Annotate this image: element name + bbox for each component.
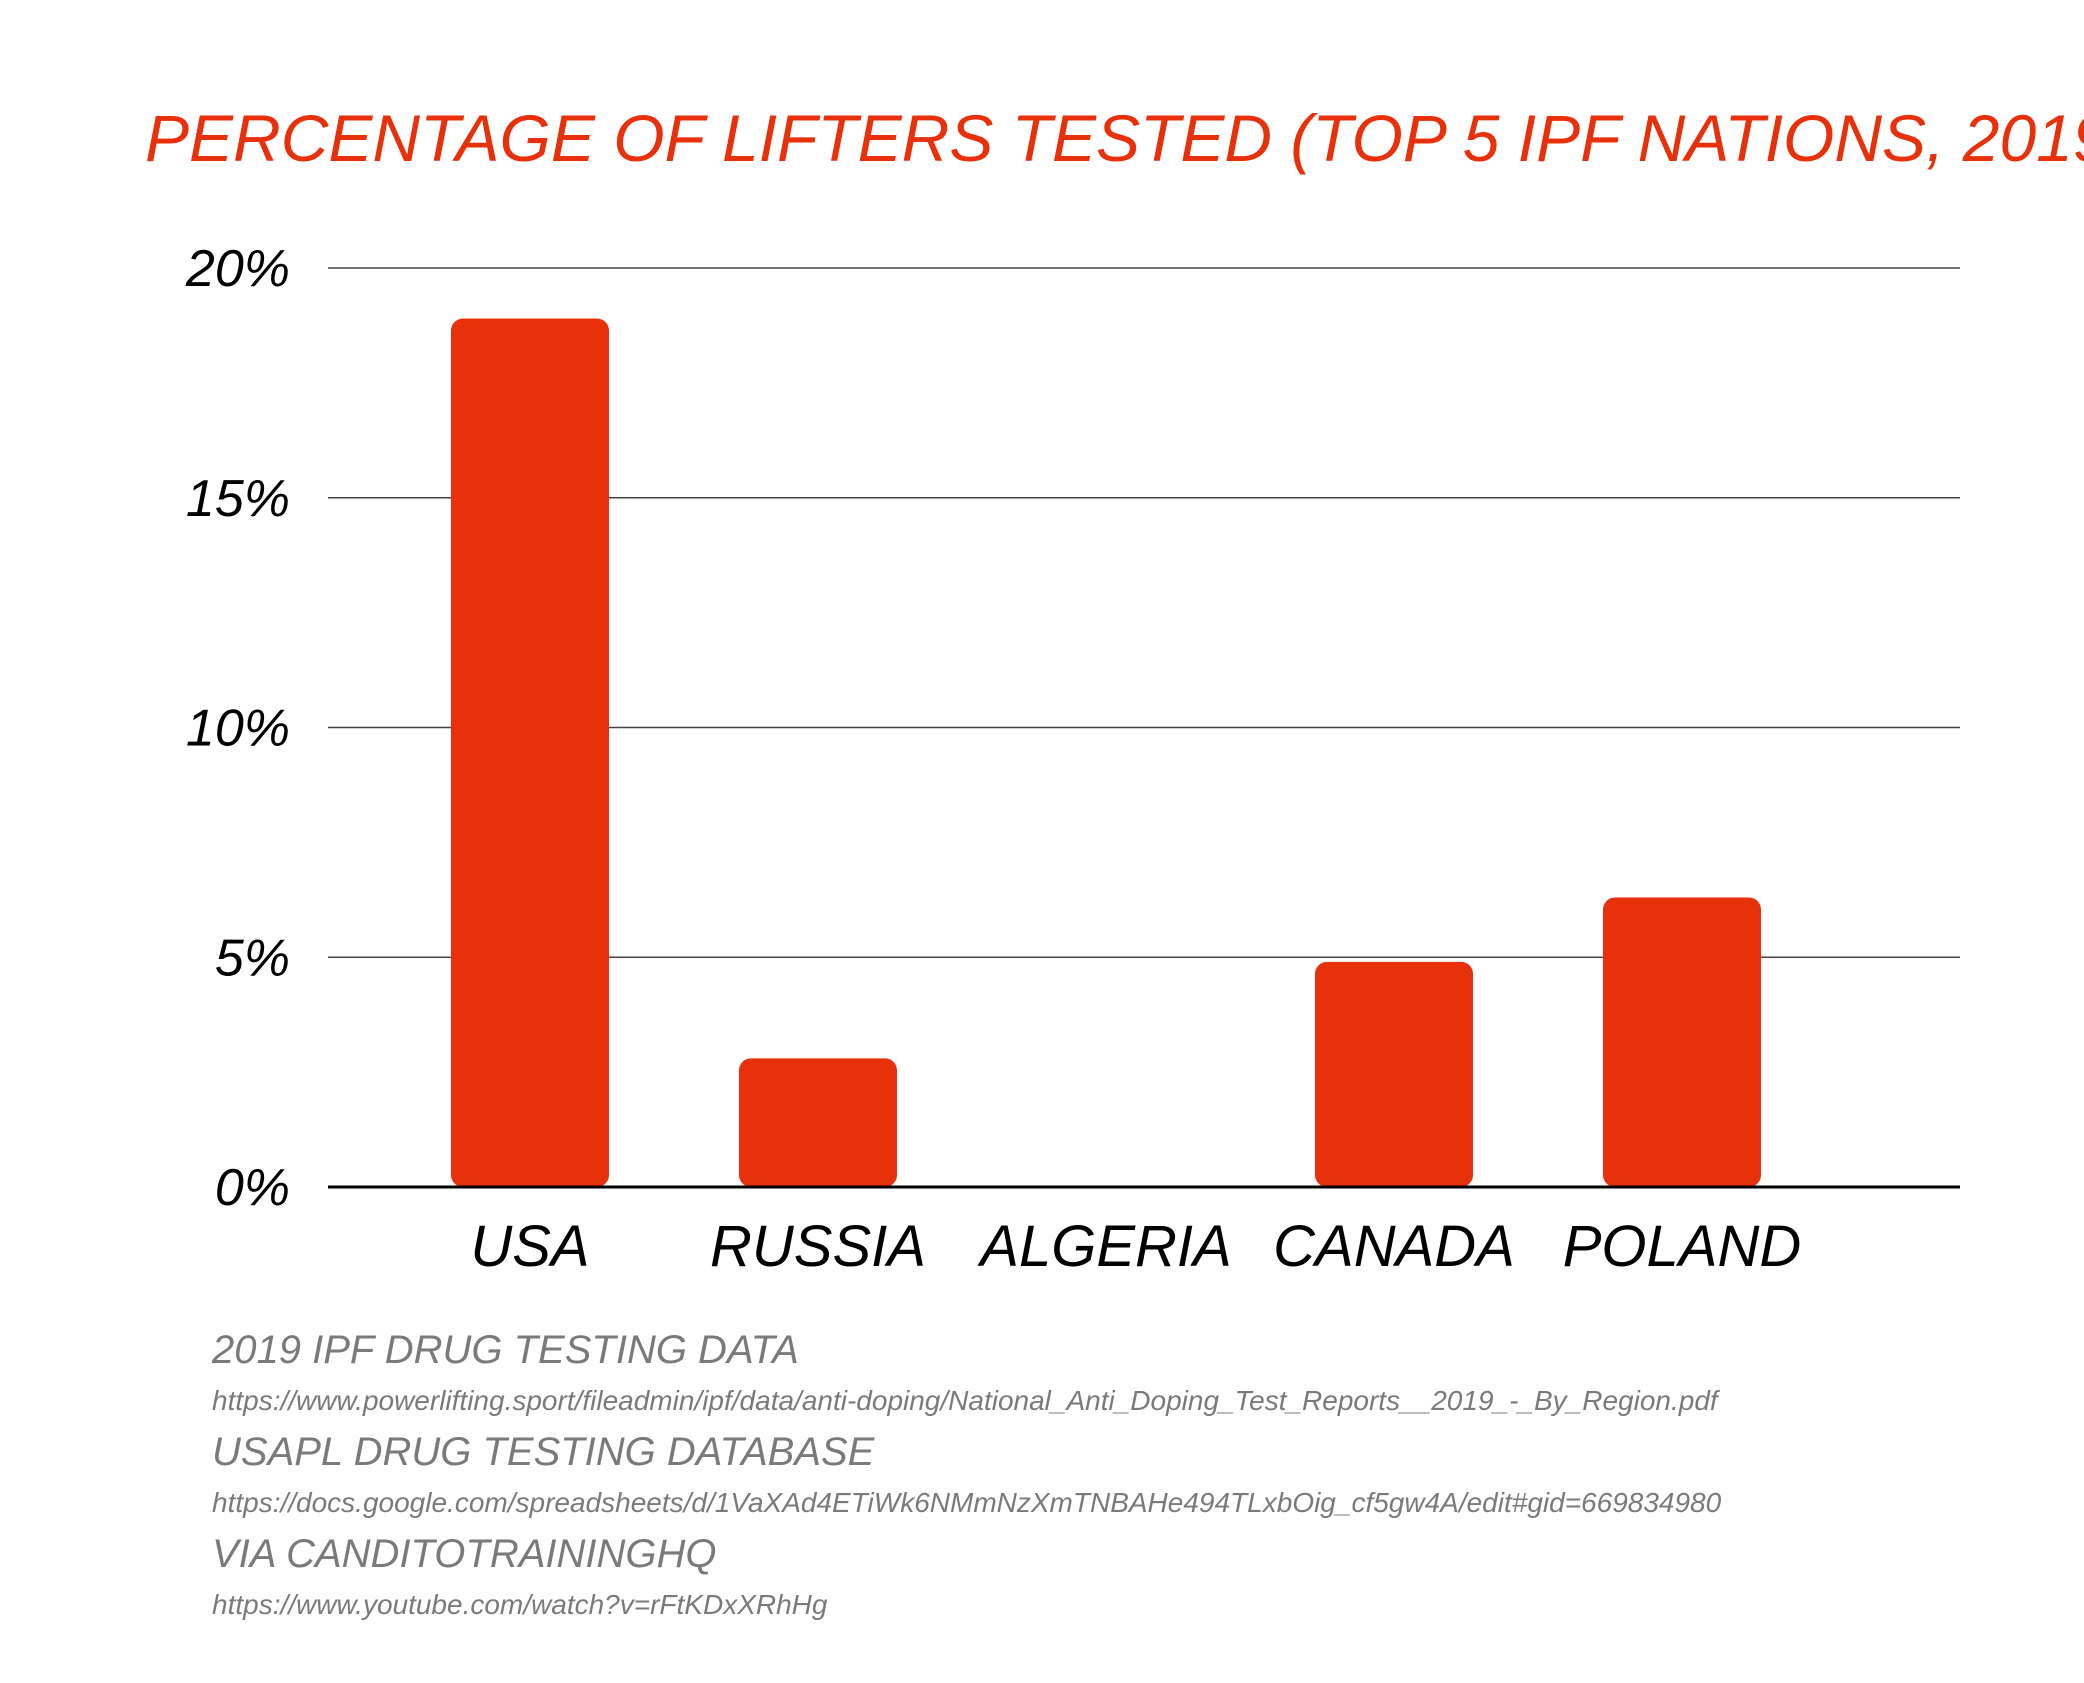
x-tick-label: POLAND xyxy=(1563,1214,1802,1279)
chart-title: PERCENTAGE OF LIFTERS TESTED (TOP 5 IPF … xyxy=(145,101,2084,175)
source-url[interactable]: https://docs.google.com/spreadsheets/d/1… xyxy=(212,1487,1722,1518)
bar xyxy=(1315,961,1473,1187)
source-url[interactable]: https://www.youtube.com/watch?v=rFtKDxXR… xyxy=(212,1589,828,1620)
bar xyxy=(739,1058,897,1187)
y-tick-label: 20% xyxy=(185,240,290,298)
axes: 0% 5% 10% 15% 20% USA RUSSIA ALGERIA CANADA POLAN… xyxy=(185,240,1960,1279)
y-tick-label: 5% xyxy=(215,929,290,987)
x-tick-label: ALGERIA xyxy=(977,1214,1231,1279)
sources-block: 2019 IPF DRUG TESTING DATA https://www.p… xyxy=(212,1325,1721,1631)
y-tick-label: 15% xyxy=(186,470,290,528)
x-tick-label: USA xyxy=(470,1214,589,1279)
bar xyxy=(1603,897,1761,1187)
bars xyxy=(451,318,1761,1187)
y-tick-label: 10% xyxy=(186,700,290,758)
source-url[interactable]: https://www.powerlifting.sport/fileadmin… xyxy=(212,1385,1718,1416)
x-tick-label: RUSSIA xyxy=(710,1214,926,1279)
source-title: USAPL DRUG TESTING DATABASE xyxy=(212,1430,875,1474)
x-tick-label: CANADA xyxy=(1273,1214,1515,1279)
y-tick-label: 0% xyxy=(215,1159,290,1217)
source-title: VIA CANDITOTRAININGHQ xyxy=(212,1532,717,1576)
source-title: 2019 IPF DRUG TESTING DATA xyxy=(212,1328,799,1372)
bar xyxy=(451,318,609,1187)
